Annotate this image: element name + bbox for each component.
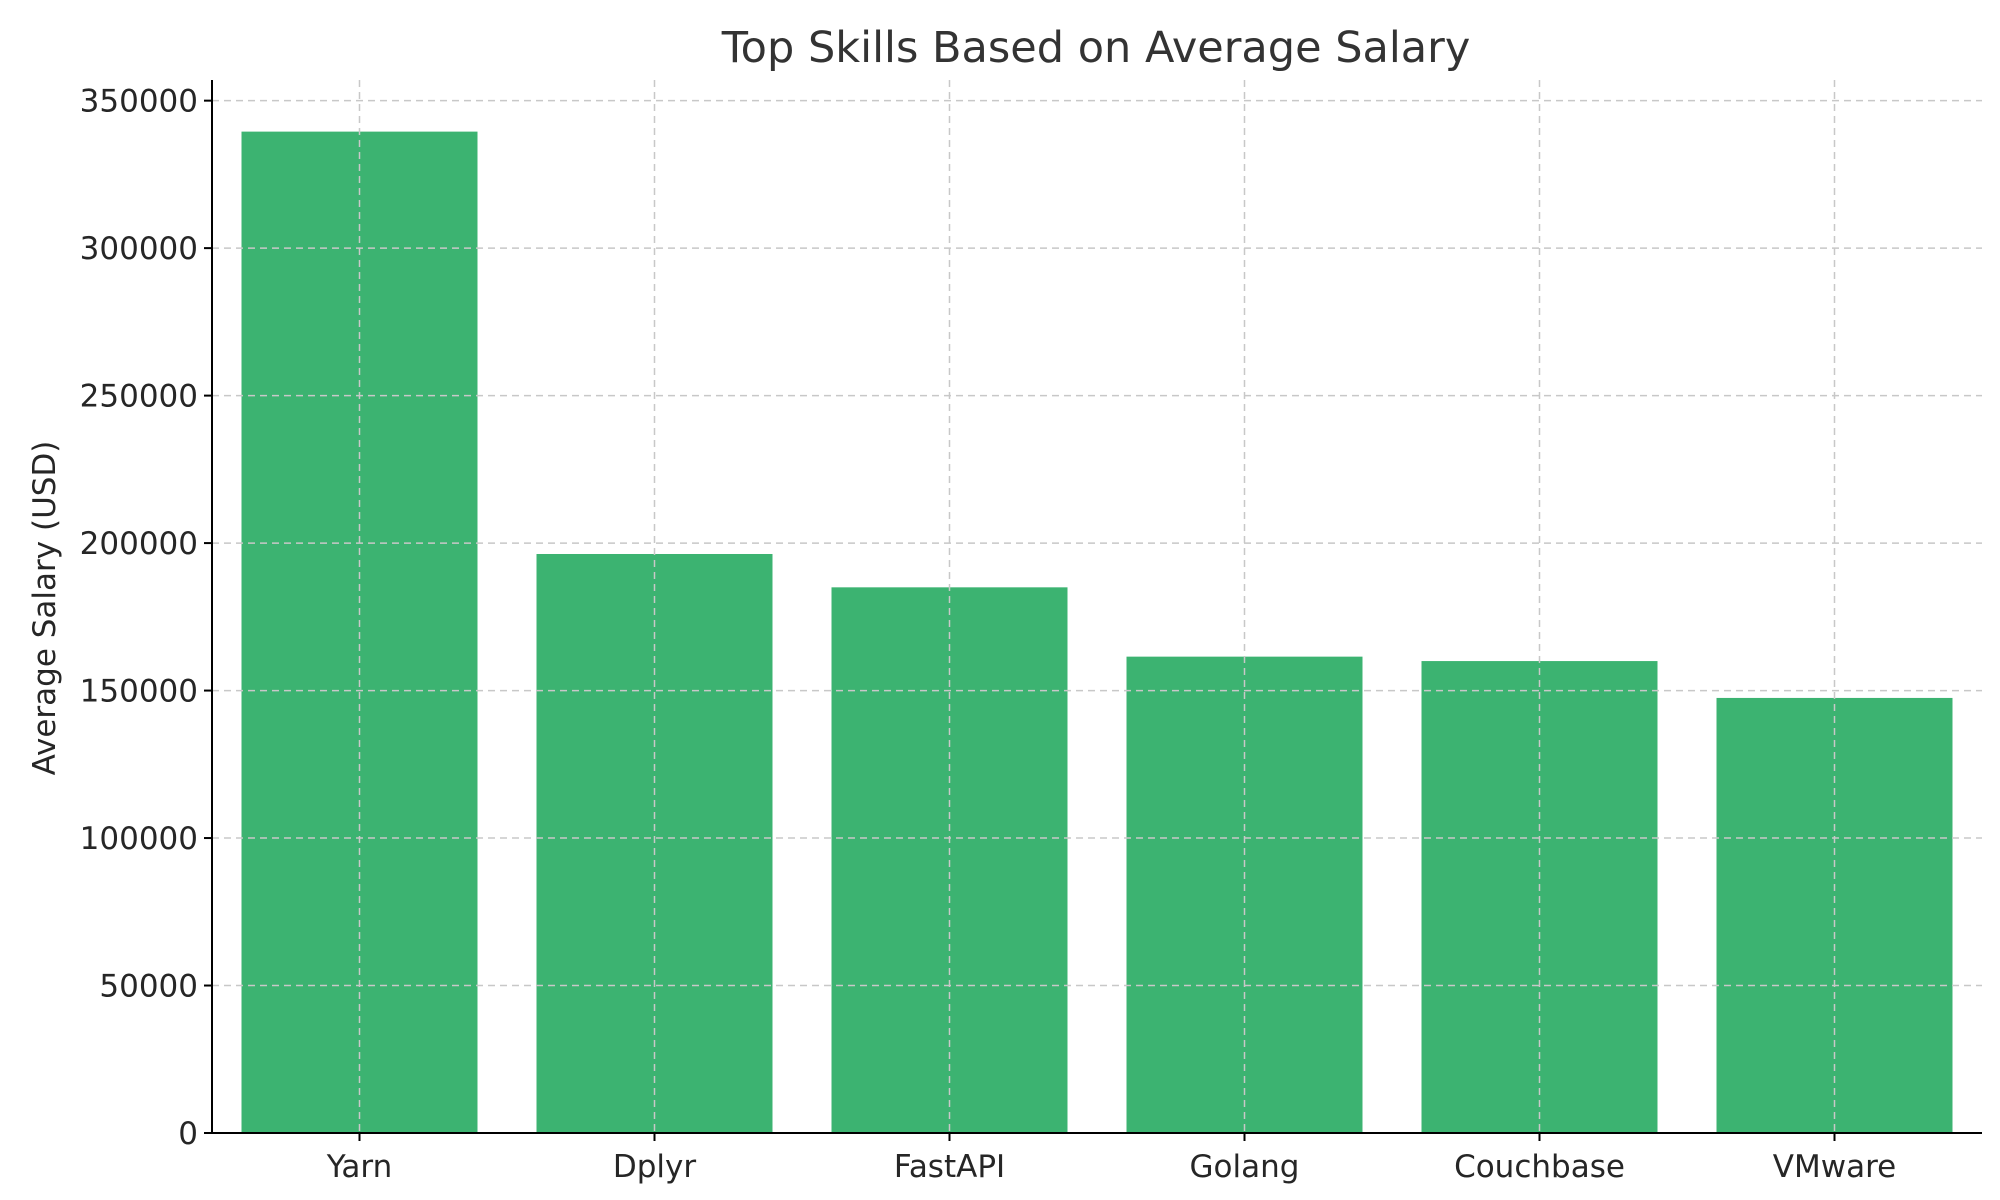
x-tick-label: Golang — [1190, 1149, 1300, 1185]
y-tick-labels: 0 50000 100000 150000 200000 250000 300000 3500… — [80, 84, 198, 1152]
y-tick-label: 50000 — [99, 969, 198, 1005]
x-tick-label: FastAPI — [894, 1149, 1005, 1185]
chart-title: Top Skills Based on Average Salary — [721, 23, 1471, 73]
bars — [241, 131, 1953, 1133]
x-tick-label: Dplyr — [613, 1149, 697, 1185]
y-tick-label: 0 — [178, 1116, 198, 1152]
x-tick-label: Couchbase — [1454, 1149, 1625, 1185]
x-tick-label: VMware — [1773, 1149, 1896, 1185]
y-tick-label: 200000 — [80, 526, 198, 562]
y-tick-label: 150000 — [80, 674, 198, 710]
x-tick-labels: Yarn Dplyr FastAPI Golang Couchbase VMware — [326, 1149, 1896, 1185]
x-tick-label: Yarn — [326, 1149, 393, 1185]
y-axis-label: Average Salary (USD) — [27, 441, 63, 776]
y-tick-label: 300000 — [80, 231, 198, 267]
axes — [204, 80, 1982, 1141]
y-tick-label: 250000 — [80, 379, 198, 415]
y-tick-label: 100000 — [80, 821, 198, 857]
y-tick-label: 350000 — [80, 84, 198, 120]
grid-lines — [212, 80, 1982, 1133]
